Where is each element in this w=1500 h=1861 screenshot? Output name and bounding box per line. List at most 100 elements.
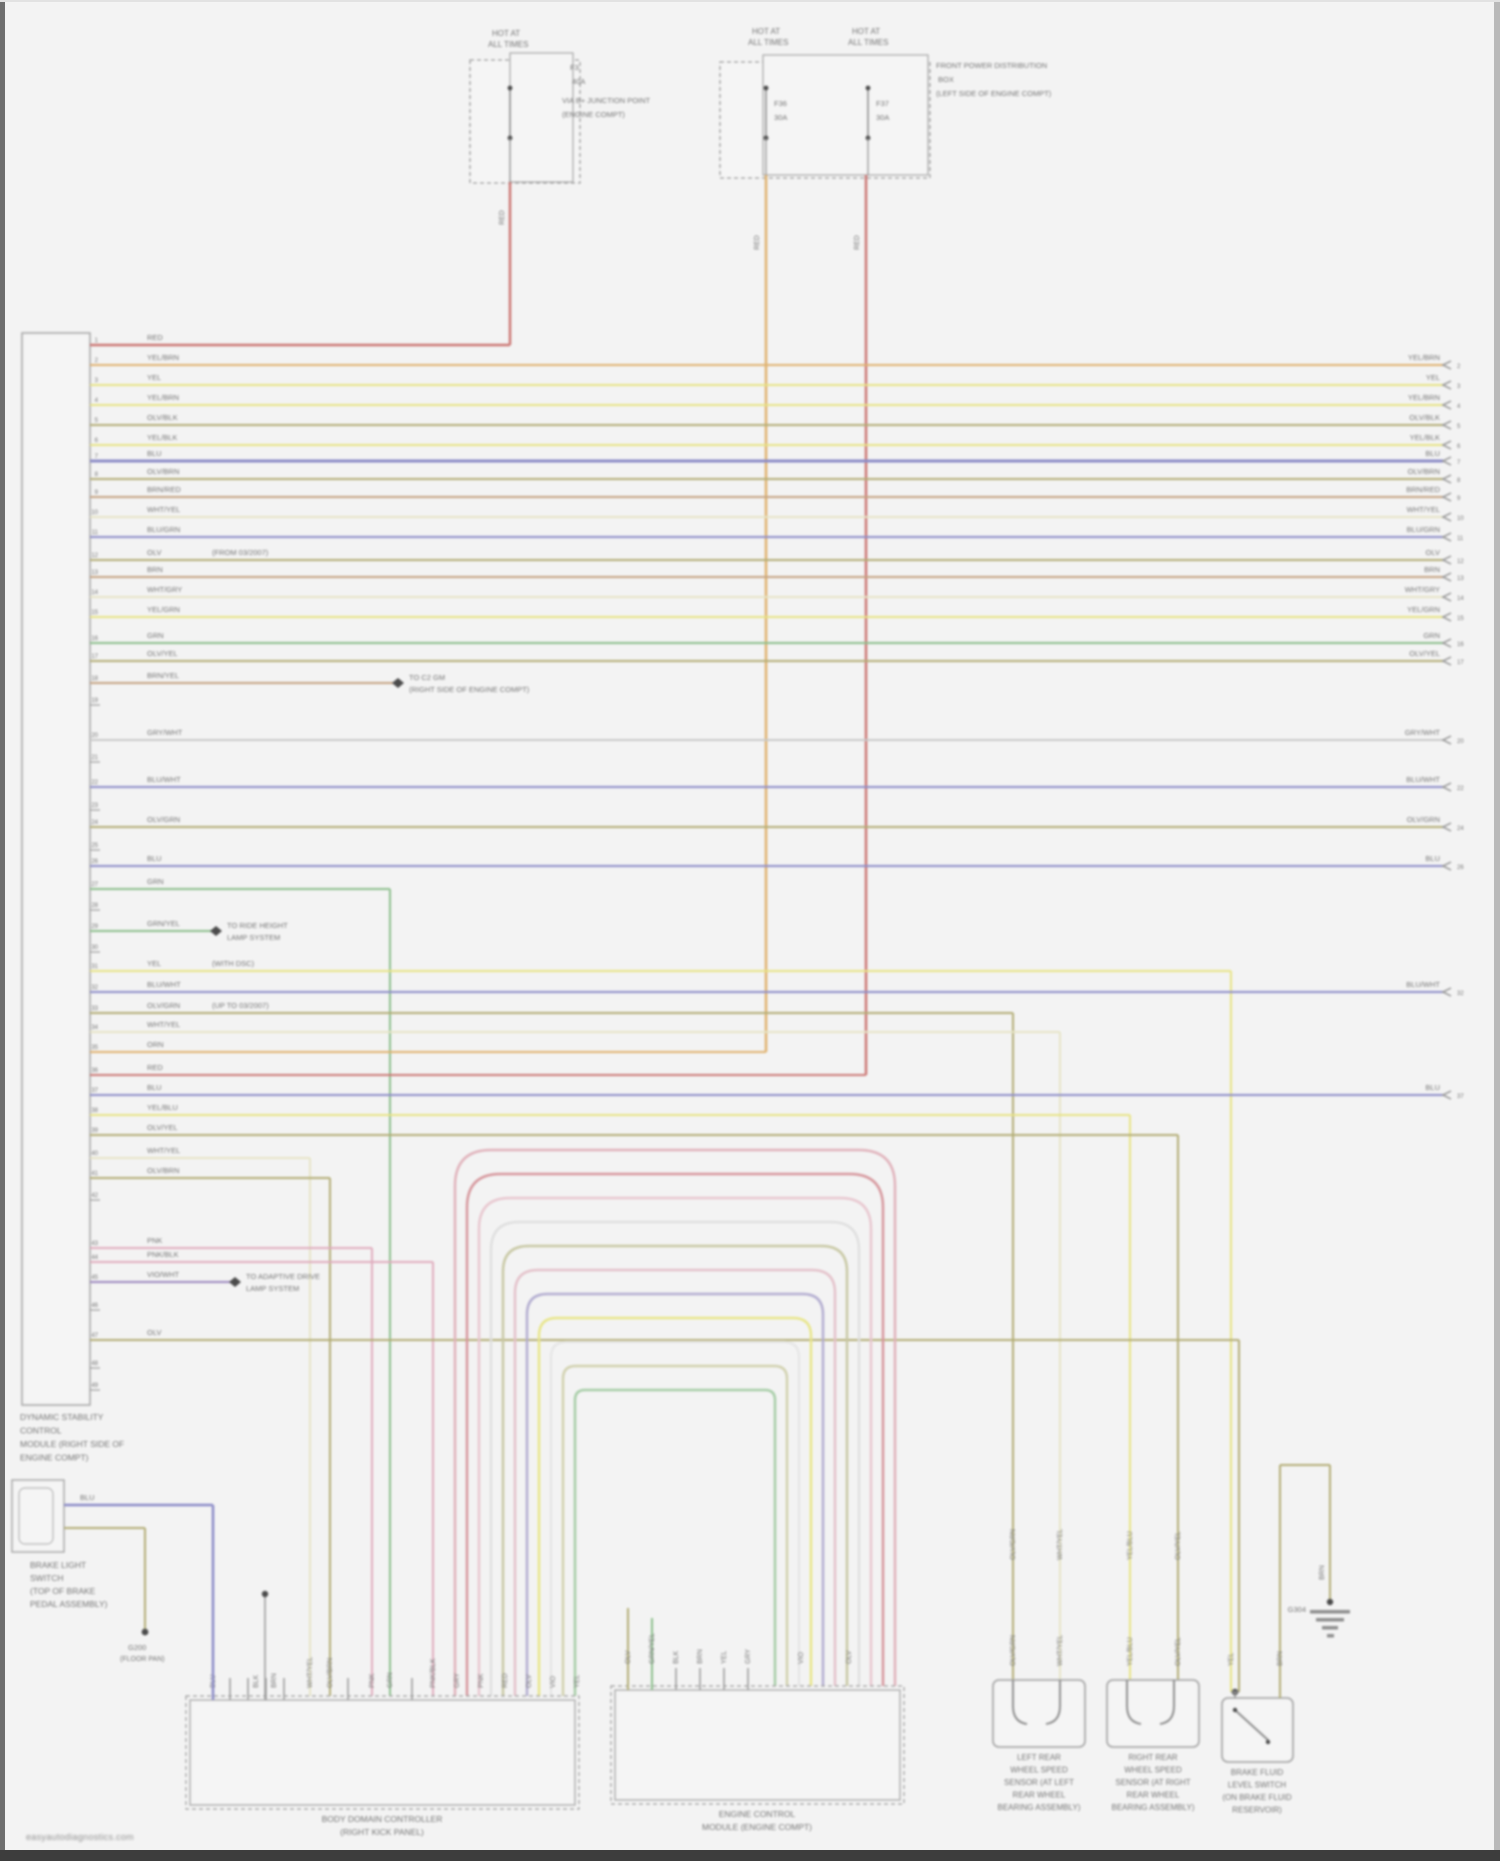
connector-diamond — [229, 1277, 241, 1287]
pin-number: 7 — [95, 454, 99, 460]
pin-number: 48 — [91, 1361, 98, 1367]
pin-number: 6 — [95, 438, 99, 444]
callout-text: LAMP SYSTEM — [246, 1284, 299, 1293]
wire-color-label-right: OLV/YEL — [1409, 649, 1440, 658]
wire-color-label: BLU — [147, 854, 162, 863]
wire-color-label-right: BRN — [1424, 565, 1440, 574]
wire-color-label-right: GRY/WHT — [1405, 728, 1441, 737]
wire-color-label: OLV/BRN — [147, 1166, 179, 1175]
pin-number: 5 — [95, 418, 99, 424]
wire-color-label: BRN/YEL — [147, 671, 179, 680]
brake-switch-inner — [18, 1487, 54, 1545]
wire-color-label: OLV/YEL — [147, 649, 178, 658]
ground-name: G304 — [1288, 1605, 1306, 1614]
pin-number: 23 — [91, 803, 98, 809]
switch-contact — [1232, 1707, 1238, 1713]
terminal-number: 12 — [1457, 559, 1464, 565]
connector-diamond — [210, 926, 222, 936]
wire-color-label-right: OLV — [1426, 548, 1440, 557]
terminal-arrow — [1441, 822, 1452, 832]
terminal-number: 4 — [1457, 404, 1461, 410]
fluid-switch-label: LEVEL SWITCH — [1228, 1781, 1287, 1790]
terminal-number: 7 — [1457, 460, 1461, 466]
wire-color-label-right: OLV/BRN — [1408, 467, 1440, 476]
wire-note: (WITH DSC) — [212, 959, 255, 968]
wire-color-label: PNK/BLK — [147, 1250, 179, 1259]
bdc-pin-label: BRN — [271, 1673, 278, 1688]
u-bundle-wire — [477, 1196, 873, 1700]
terminal-arrow — [1441, 492, 1452, 502]
terminal-arrow — [1441, 612, 1452, 622]
wire-color-label: ORN — [147, 1040, 164, 1049]
wheel-sensor-label: WHEEL SPEED — [1124, 1766, 1182, 1775]
wire-color-label-right: YEL/BRN — [1408, 393, 1440, 402]
ecm-label: ENGINE CONTROL — [719, 1809, 796, 1819]
u-bundle-wire — [573, 1388, 777, 1700]
pin-number: 49 — [91, 1383, 98, 1389]
pin-number: 26 — [91, 859, 98, 865]
pin-number: 35 — [91, 1045, 98, 1051]
vertical-wire-label: WHT/YEL — [1057, 1635, 1064, 1666]
sensor-fork — [1126, 1680, 1142, 1725]
pdb-title: (LEFT SIDE OF ENGINE COMPT) — [936, 89, 1052, 98]
pin-number: 43 — [91, 1241, 98, 1247]
u-bundle-wire — [465, 1172, 885, 1700]
bdc-pin-label: PNK — [478, 1673, 485, 1688]
bdc-pin-label: OLV — [526, 1674, 533, 1688]
wire-color-label: YEL/BRN — [147, 353, 179, 362]
terminal-arrow — [1441, 735, 1452, 745]
dsc-module-label: DYNAMIC STABILITY — [20, 1412, 104, 1422]
pin-number: 9 — [95, 490, 99, 496]
wire-color-label: GRN/YEL — [147, 919, 180, 928]
bdc-label: BODY DOMAIN CONTROLLER — [322, 1814, 443, 1824]
brake-switch-label: BRAKE LIGHT — [30, 1560, 86, 1570]
terminal-arrow — [1441, 987, 1452, 997]
wheel-sensor-label: BEARING ASSEMBLY) — [998, 1803, 1081, 1812]
wire-color-label: BLU/GRN — [147, 525, 180, 534]
ground-junction-dot — [141, 1628, 149, 1636]
hot-label-1: HOT AT — [492, 29, 520, 38]
sensor-fork — [1045, 1680, 1061, 1725]
ground-dot — [1326, 1598, 1334, 1606]
pin-number: 33 — [91, 1006, 98, 1012]
page-border-bottom — [0, 1850, 1500, 1861]
bdc-pin-label: GRY — [454, 1673, 461, 1688]
terminal-number: 11 — [1457, 536, 1464, 542]
wheel-sensor-label: WHEEL SPEED — [1010, 1766, 1068, 1775]
terminal-number: 16 — [1457, 642, 1464, 648]
wheel-sensor-label: SENSOR (AT RIGHT — [1115, 1778, 1190, 1787]
wire-color-label-right: BLU/WHT — [1406, 980, 1440, 989]
terminal-number: 17 — [1457, 660, 1464, 666]
bdc-label: (RIGHT KICK PANEL) — [340, 1827, 424, 1837]
terminal-number: 37 — [1457, 1094, 1464, 1100]
bdc-box — [189, 1699, 576, 1806]
pin-number: 19 — [91, 698, 98, 704]
fuse-2-name: F37 — [876, 99, 889, 108]
vertical-wire-label: OLV/GRN — [1010, 1635, 1017, 1666]
bdc-pin-label: OLV/BRN — [327, 1658, 334, 1688]
hot-label-2: ALL TIMES — [748, 38, 788, 47]
wire-note: (UP TO 03/2007) — [212, 1001, 269, 1010]
wire-color-label: WHT/YEL — [147, 1146, 180, 1155]
pin-number: 31 — [91, 964, 98, 970]
pin-number: 27 — [91, 882, 98, 888]
bdc-pin-label: YEL — [574, 1675, 581, 1688]
ecm-box — [614, 1689, 901, 1801]
ecm-pin-label: OLV — [846, 1650, 853, 1664]
pin-number: 8 — [95, 472, 99, 478]
wire-color-label: OLV — [147, 548, 161, 557]
page-border-left — [0, 0, 5, 1861]
wire-color-label: BLU/WHT — [147, 775, 181, 784]
dsc-module-label: ENGINE COMPT) — [20, 1453, 89, 1463]
fluid-switch-label: (ON BRAKE FLUID — [1222, 1793, 1292, 1802]
terminal-number: 10 — [1457, 516, 1464, 522]
pin-number: 16 — [91, 636, 98, 642]
pin-number: 1 — [95, 338, 99, 344]
vertical-wire-label: OLV/GRN — [1010, 1529, 1017, 1560]
u-bundle-wire — [489, 1220, 861, 1700]
ground-bar — [1322, 1626, 1338, 1630]
ecm-pin-label: BLK — [673, 1650, 680, 1664]
wheel-sensor-label: LEFT REAR — [1017, 1753, 1061, 1762]
wire-color-label-right: YEL/BLK — [1410, 433, 1440, 442]
